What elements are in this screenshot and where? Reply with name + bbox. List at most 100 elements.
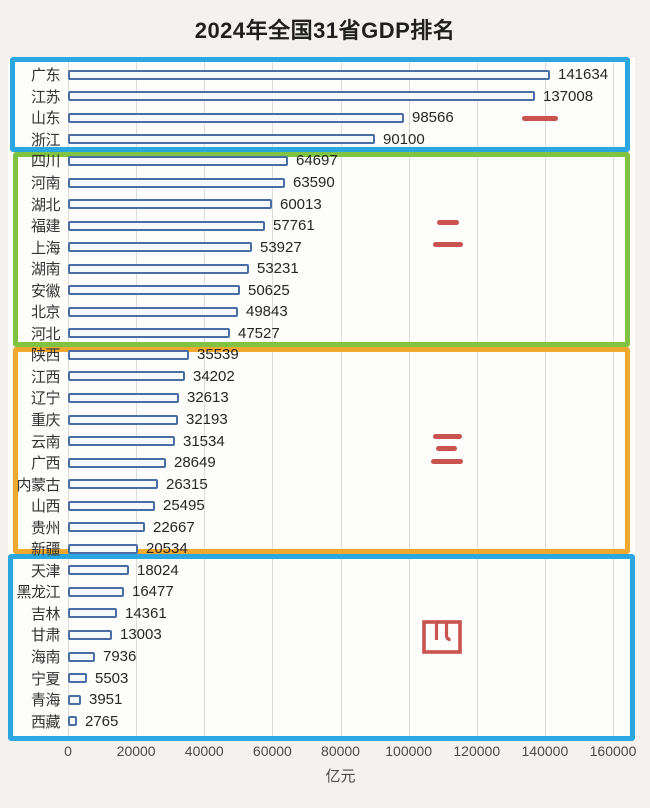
- value-label: 31534: [183, 432, 225, 450]
- gdp-bar: [68, 134, 375, 145]
- marker-stroke: [436, 446, 457, 451]
- bar-row: 天津 18024: [0, 560, 650, 582]
- province-label: 河南: [30, 175, 61, 192]
- bar-row: 贵州 22667: [0, 516, 650, 538]
- bar-row: 吉林 14361: [0, 603, 650, 625]
- bar-row: 安徽 50625: [0, 279, 650, 301]
- bar-row: 广东 141634: [0, 64, 650, 86]
- gdp-bar: [68, 673, 87, 684]
- marker-stroke: [437, 220, 459, 225]
- province-label: 黑龙江: [16, 584, 60, 602]
- value-label: 26315: [166, 475, 208, 493]
- value-label: 53927: [260, 238, 302, 256]
- bar-row: 四川 64697: [0, 150, 650, 172]
- bar-row: 上海 53927: [0, 236, 650, 258]
- province-label: 湖北: [30, 196, 61, 214]
- x-tick-label: 80000: [321, 743, 360, 759]
- gdp-bar: [68, 651, 95, 662]
- gridline: [204, 58, 206, 740]
- gdp-bar: [68, 371, 185, 382]
- province-label: 广西: [30, 455, 61, 473]
- value-label: 22667: [153, 518, 195, 536]
- province-label: 福建: [30, 218, 61, 236]
- value-label: 16477: [132, 583, 174, 601]
- bar-row: 青海 3951: [0, 689, 650, 711]
- value-label: 50625: [248, 281, 290, 299]
- bar-row: 浙江 90100: [0, 129, 650, 151]
- value-label: 2765: [85, 712, 119, 730]
- bar-row: 新疆 20534: [0, 538, 650, 560]
- value-label: 28649: [174, 454, 216, 472]
- gdp-bar: [68, 220, 265, 231]
- province-label: 海南: [30, 649, 61, 667]
- bar-rows: 广东 141634 江苏 137008 山东 98566 浙江 90100 四川 64697 河南 6…: [0, 64, 650, 732]
- gdp-bar: [68, 608, 117, 619]
- gridline: [544, 58, 546, 740]
- x-tick-label: 60000: [252, 743, 292, 759]
- value-label: 14361: [125, 604, 167, 622]
- bar-row: 海南 7936: [0, 646, 650, 668]
- province-label: 西藏: [30, 713, 61, 731]
- gdp-bar: [68, 177, 285, 188]
- gdp-bar: [68, 349, 189, 360]
- value-label: 32193: [186, 411, 228, 429]
- value-label: 90100: [383, 130, 425, 148]
- value-label: 47527: [238, 324, 280, 342]
- bar-row: 辽宁 32613: [0, 387, 650, 409]
- province-label: 吉林: [30, 605, 61, 623]
- bar-row: 福建 57761: [0, 215, 650, 237]
- gridline: [272, 58, 274, 740]
- province-label: 浙江: [30, 131, 61, 149]
- province-label: 辽宁: [30, 390, 61, 408]
- gdp-bar: [68, 565, 129, 576]
- gdp-bar: [68, 69, 550, 80]
- bar-row: 河南 63590: [0, 172, 650, 194]
- x-tick-label: 40000: [184, 743, 224, 759]
- bar-row: 云南 31534: [0, 430, 650, 452]
- province-label: 河北: [30, 325, 61, 343]
- bar-row: 山东 98566: [0, 107, 650, 129]
- x-axis: 0 20000 40000 60000 80000 100000 120000 140000 1…: [0, 743, 650, 763]
- tier-4-marker: [421, 619, 463, 660]
- chart-title: 2024年全国31省GDP排名: [194, 18, 456, 43]
- value-label: 7936: [103, 648, 137, 666]
- gdp-bar: [68, 263, 249, 274]
- value-label: 18024: [137, 561, 179, 579]
- bar-row: 江苏 137008: [0, 86, 650, 108]
- gridline: [613, 58, 614, 740]
- gridline: [476, 58, 478, 740]
- province-label: 青海: [30, 692, 61, 710]
- value-label: 64697: [296, 152, 338, 170]
- x-tick-label: 140000: [521, 743, 569, 759]
- bar-row: 陕西 35539: [0, 344, 650, 366]
- value-label: 57761: [273, 217, 315, 235]
- value-label: 25495: [163, 497, 205, 515]
- gdp-bar: [68, 457, 166, 468]
- province-label: 云南: [30, 433, 61, 451]
- province-label: 安徽: [30, 282, 61, 300]
- gdp-bar: [68, 155, 288, 166]
- value-label: 5503: [95, 669, 129, 687]
- x-tick-label: 20000: [116, 743, 156, 759]
- value-label: 20534: [146, 540, 188, 558]
- province-label: 新疆: [30, 541, 61, 559]
- gdp-bar: [68, 436, 175, 447]
- value-label: 49843: [246, 303, 288, 321]
- marker-stroke: [522, 116, 558, 121]
- bar-row: 重庆 32193: [0, 409, 650, 431]
- province-label: 天津: [30, 562, 61, 580]
- x-tick-label: 120000: [453, 743, 501, 759]
- province-label: 贵州: [30, 519, 61, 537]
- gridline: [340, 58, 342, 740]
- value-label: 98566: [412, 109, 454, 127]
- gdp-bar: [68, 112, 404, 123]
- gdp-bar: [68, 479, 158, 490]
- bar-row: 甘肃 13003: [0, 624, 650, 646]
- value-label: 3951: [89, 691, 123, 709]
- province-label: 四川: [30, 153, 61, 171]
- bar-row: 广西 28649: [0, 452, 650, 474]
- gdp-bar: [68, 199, 272, 210]
- province-label: 山西: [30, 498, 61, 516]
